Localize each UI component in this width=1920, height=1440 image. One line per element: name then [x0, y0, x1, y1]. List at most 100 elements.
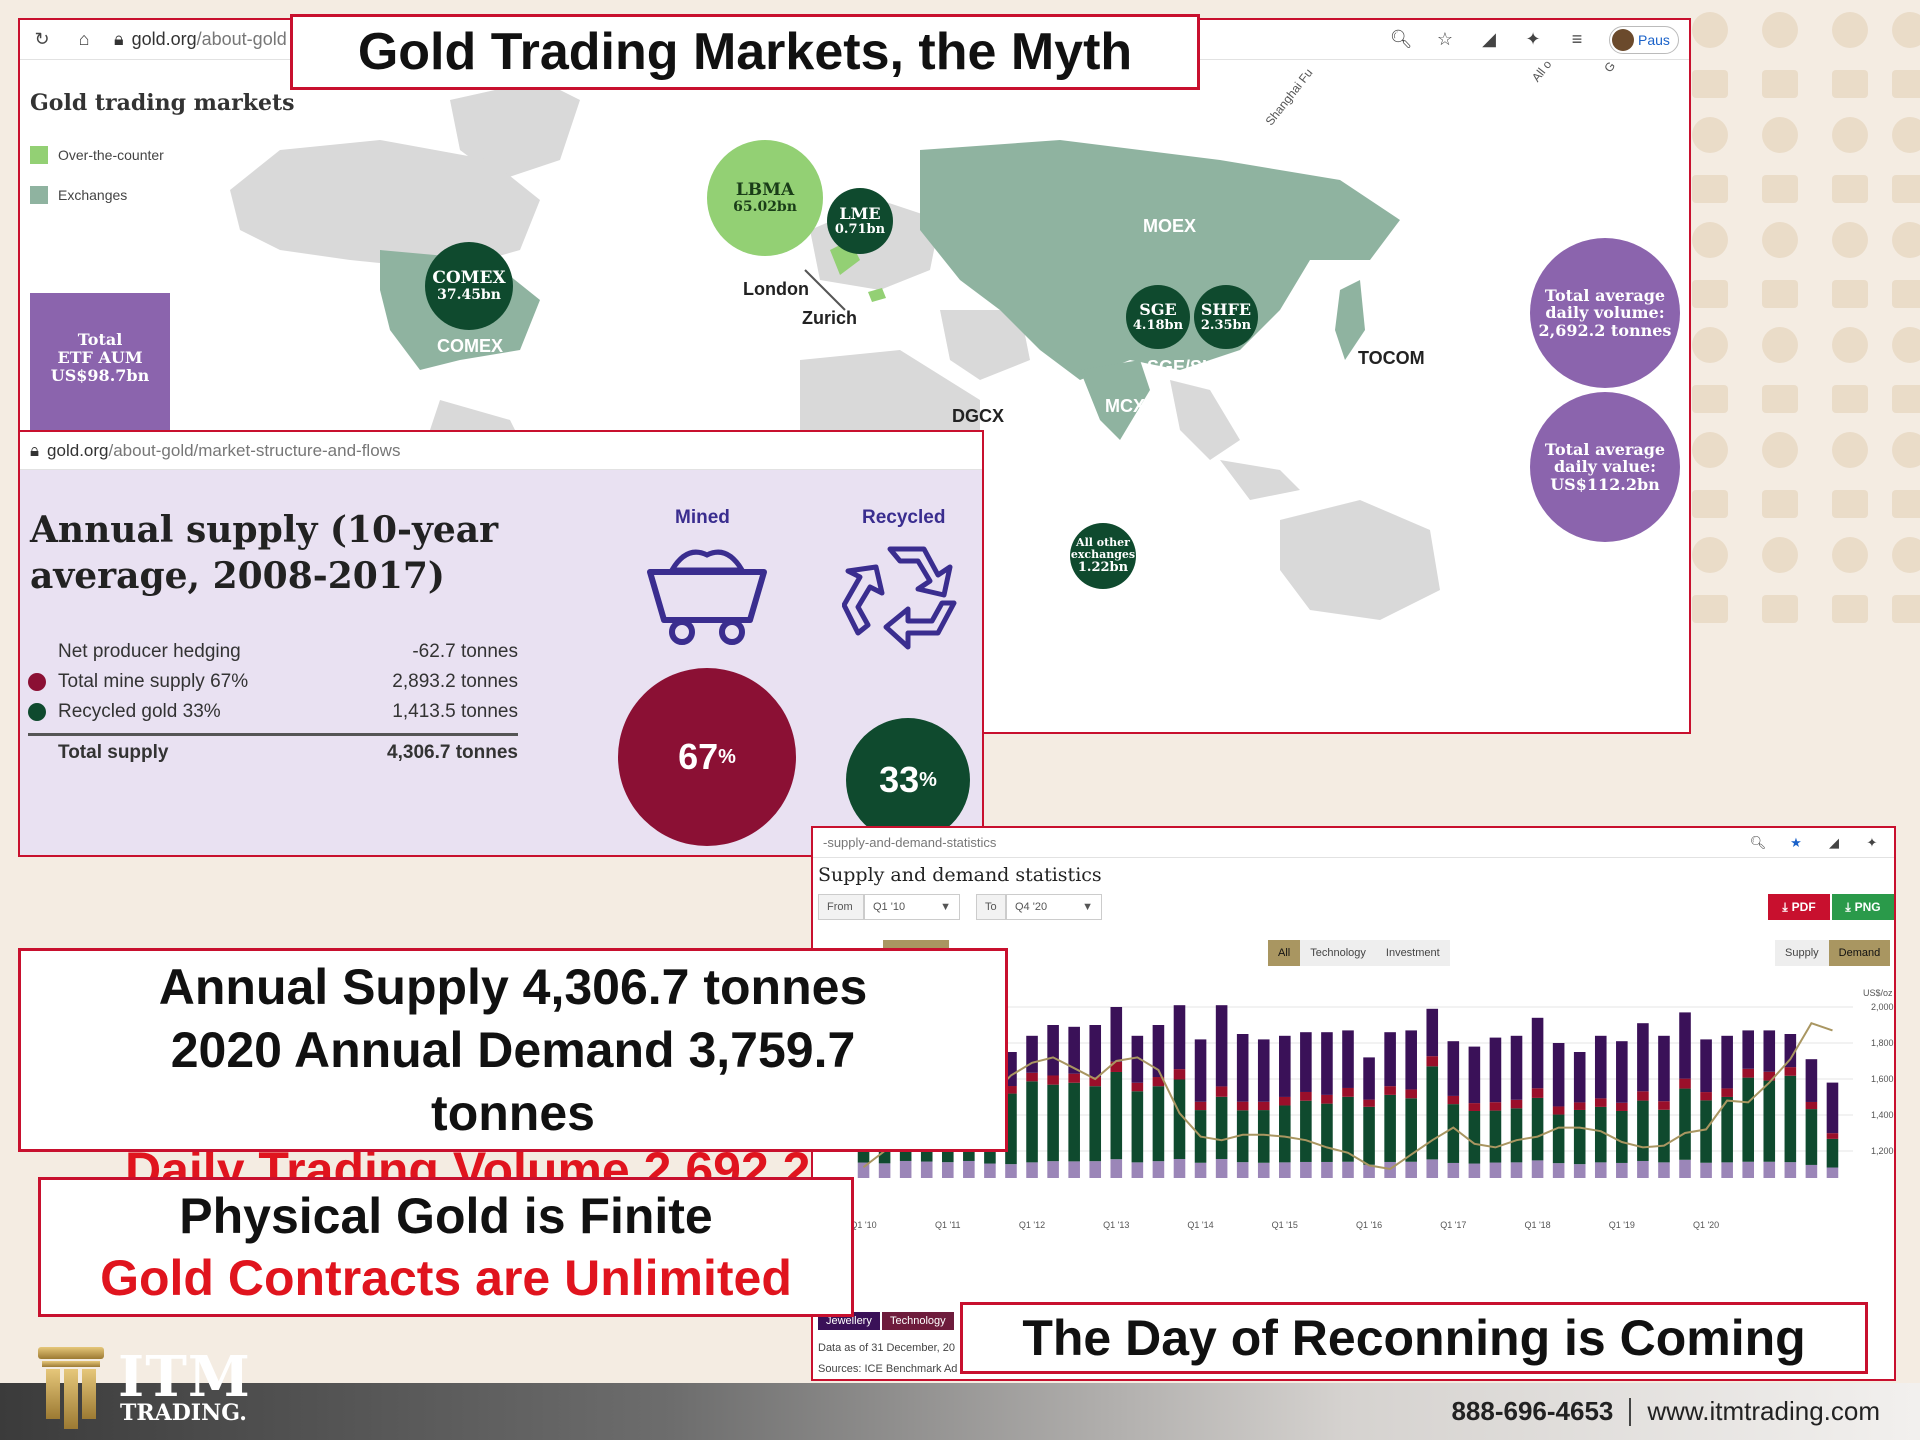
bar-segment-top	[1110, 1007, 1123, 1062]
sge-bubble: SGE 4.18bn	[1126, 285, 1190, 349]
bar-segment-top	[1510, 1035, 1523, 1100]
profile-button[interactable]: Paus	[1609, 25, 1679, 54]
bar-segment-top	[1552, 1043, 1565, 1107]
mine-dot	[28, 673, 46, 691]
other-name1: All other	[1076, 535, 1130, 549]
row-value: 2,893.2 tonnes	[392, 671, 518, 692]
filter-technology[interactable]: Technology	[1300, 940, 1376, 966]
bar-segment-bottom	[1658, 1162, 1670, 1178]
home-icon[interactable]: ⌂	[78, 29, 90, 49]
bar-segment-bottom	[963, 1160, 975, 1178]
bar-segment-top	[1279, 1035, 1291, 1097]
address-bar[interactable]: 🔒︎ gold.org/about-gold	[114, 29, 287, 50]
zoom-icon[interactable]: 🔍︎	[1389, 29, 1413, 49]
bar-segment-bottom	[1447, 1162, 1460, 1178]
bar-segment-bottom	[1573, 1164, 1586, 1178]
phone-number[interactable]: 888-696-4653	[1451, 1396, 1614, 1426]
profile-label: Paus	[1638, 31, 1670, 48]
media-queue-icon[interactable]: ≡	[1571, 29, 1583, 49]
zoom-icon[interactable]: 🔍︎	[1749, 834, 1767, 850]
bookmark-star-icon[interactable]: ☆	[1436, 29, 1454, 49]
bar-segment-top	[1321, 1032, 1333, 1095]
signal-icon[interactable]: ◢	[1829, 834, 1839, 850]
bar-segment-top	[1468, 1046, 1481, 1104]
supply-title-line2: average, 2008-2017)	[30, 555, 445, 597]
address-bar[interactable]: -supply-and-demand-statistics	[823, 835, 996, 850]
bar-segment-bottom	[1826, 1167, 1839, 1178]
signal-icon[interactable]: ◢	[1482, 29, 1496, 49]
daily-value-bubble: Total average daily value: US$112.2bn	[1530, 392, 1680, 542]
bar-segment-bottom	[878, 1163, 891, 1178]
volume-line1: Total average	[1544, 285, 1666, 305]
x-tick-label: Q1 '14	[1187, 1220, 1213, 1230]
to-select[interactable]: Q4 '20 ▼	[1006, 894, 1102, 920]
bar-segment-bottom	[920, 1161, 933, 1178]
bar-segment-red	[1637, 1091, 1649, 1101]
sources-note: Sources: ICE Benchmark Ad	[818, 1363, 958, 1375]
bar-segment-bottom	[1805, 1164, 1818, 1178]
label-dgcx: DGCX	[952, 406, 1005, 426]
bar-segment-middle	[1047, 1084, 1059, 1162]
toggle-supply[interactable]: Supply	[1775, 940, 1829, 966]
supply-title: Annual supply (10-year average, 2008-201…	[30, 507, 550, 599]
lbma-name: LBMA	[735, 179, 795, 200]
extensions-icon[interactable]: ✦	[1525, 29, 1541, 49]
bar-segment-bottom	[1763, 1161, 1776, 1178]
bookmark-star-icon[interactable]: ★	[1790, 834, 1802, 850]
bar-segment-bottom	[1552, 1163, 1565, 1178]
reload-icon[interactable]: ↻	[34, 29, 50, 49]
bar-segment-middle	[1152, 1086, 1165, 1162]
pdf-download-button[interactable]: ⤓ PDF	[1768, 894, 1830, 920]
bar-segment-red	[1489, 1102, 1502, 1111]
bar-segment-middle	[1826, 1138, 1839, 1168]
supply-table: Net producer hedging -62.7 tonnes Total …	[28, 637, 518, 769]
daily-volume-bubble: Total average daily volume: 2,692.2 tonn…	[1530, 238, 1680, 388]
bar-segment-red	[1236, 1101, 1249, 1111]
from-label: From	[818, 894, 864, 920]
bar-segment-middle	[1805, 1109, 1818, 1165]
x-tick-label: Q1 '19	[1609, 1220, 1635, 1230]
legend-tab-technology[interactable]: Technology	[882, 1312, 954, 1330]
etf-line2: ETF AUM	[57, 348, 143, 367]
shfe-bubble: SHFE 2.35bn	[1194, 285, 1258, 349]
address-bar[interactable]: 🔒︎ gold.org/about-gold/market-structure-…	[30, 441, 400, 461]
png-download-button[interactable]: ⤓ PNG	[1832, 894, 1894, 920]
bar-segment-bottom	[1257, 1162, 1270, 1178]
mined-pct: 67	[678, 736, 719, 777]
bar-segment-red	[1594, 1098, 1607, 1107]
url-host: gold.org	[131, 29, 197, 49]
bar-segment-top	[1236, 1034, 1249, 1102]
bar-segment-red	[1005, 1086, 1017, 1094]
avatar	[1612, 28, 1634, 51]
chart-title: Supply and demand statistics	[818, 864, 1102, 886]
bar-segment-middle	[1279, 1105, 1291, 1163]
recycled-pct-circle: 33%	[846, 718, 970, 842]
shfe-value: 2.35bn	[1200, 317, 1252, 333]
bar-segment-middle	[1236, 1110, 1249, 1163]
other-name2: exchanges	[1070, 547, 1136, 561]
bar-segment-red	[1805, 1101, 1818, 1110]
bar-segment-red	[1110, 1061, 1123, 1072]
bar-segment-top	[1531, 1017, 1544, 1089]
bar-segment-red	[1257, 1101, 1270, 1111]
extensions-icon[interactable]: ✦	[1866, 834, 1878, 850]
bar-segment-top	[1489, 1037, 1502, 1103]
download-icon: ⤓	[1782, 899, 1788, 914]
row-label: Total mine supply 67%	[58, 671, 249, 692]
x-tick-label: Q1 '16	[1356, 1220, 1382, 1230]
x-tick-label: Q1 '15	[1272, 1220, 1298, 1230]
to-label: To	[976, 894, 1006, 920]
website-link[interactable]: www.itmtrading.com	[1647, 1396, 1880, 1426]
filter-investment[interactable]: Investment	[1375, 940, 1450, 966]
bar-segment-bottom	[899, 1160, 912, 1178]
bar-segment-top	[1594, 1035, 1607, 1099]
value-line2: daily value:	[1553, 457, 1657, 477]
bar-segment-bottom	[1342, 1161, 1354, 1178]
map-title: Gold trading markets	[30, 90, 295, 116]
bar-segment-top	[1616, 1041, 1628, 1103]
bar-segment-middle	[1721, 1096, 1733, 1163]
from-select[interactable]: Q1 '10 ▼	[864, 894, 960, 920]
y2-unit-label: US$/oz	[1863, 988, 1893, 998]
filter-all[interactable]: All	[1268, 940, 1301, 966]
toggle-demand[interactable]: Demand	[1828, 940, 1891, 966]
